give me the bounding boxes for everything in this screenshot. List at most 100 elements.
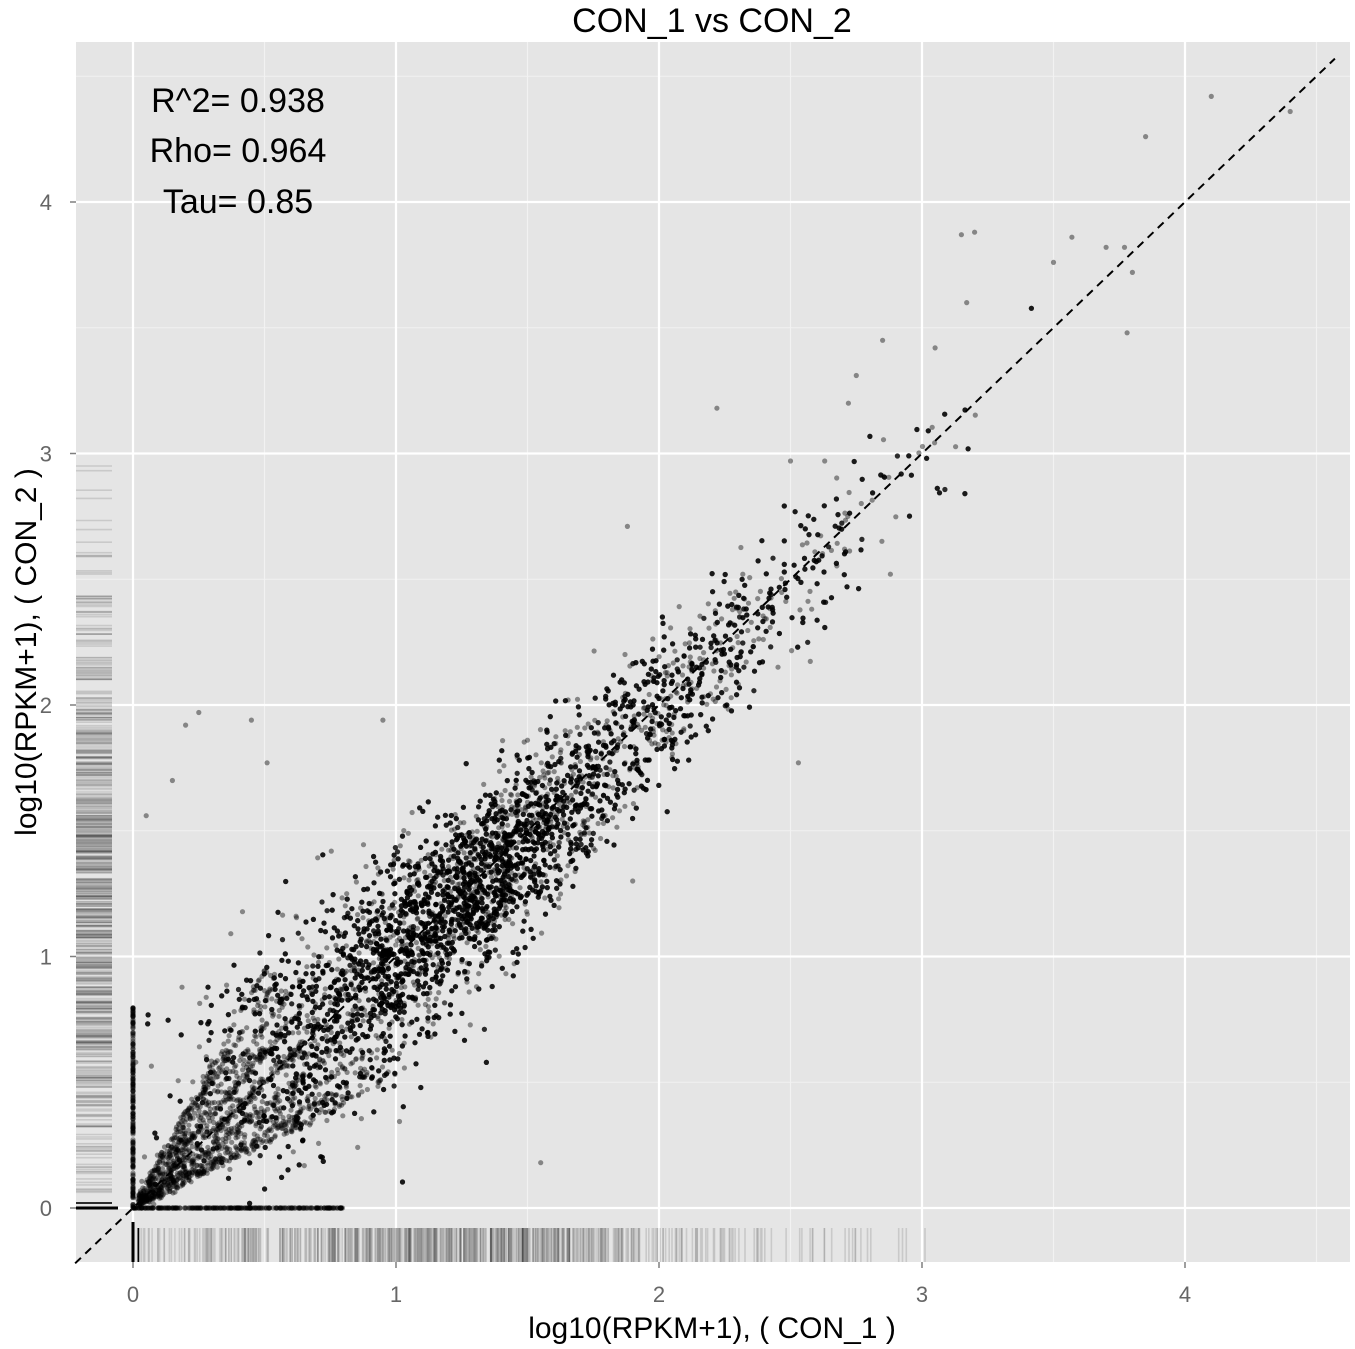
data-point <box>697 655 703 662</box>
data-point <box>537 812 543 818</box>
data-point <box>681 726 687 732</box>
data-point <box>401 875 407 881</box>
data-point <box>425 1004 431 1010</box>
data-point <box>687 654 693 660</box>
data-point <box>203 994 209 1000</box>
data-point <box>893 514 899 520</box>
data-point <box>616 808 623 814</box>
data-point <box>711 668 717 674</box>
data-point <box>357 1083 363 1089</box>
data-point <box>722 669 728 675</box>
data-point <box>807 658 813 665</box>
data-point <box>315 855 321 861</box>
data-point <box>401 1065 407 1071</box>
data-point <box>710 696 716 702</box>
data-point <box>834 475 840 481</box>
data-point <box>548 819 554 825</box>
data-point <box>577 758 584 765</box>
data-point <box>342 1066 348 1072</box>
data-point <box>505 812 511 818</box>
data-point <box>379 891 385 897</box>
data-point <box>473 889 479 895</box>
data-point <box>595 820 601 827</box>
data-point <box>778 576 785 582</box>
data-point <box>493 871 499 878</box>
data-point <box>328 848 334 854</box>
data-point <box>452 885 458 891</box>
data-point <box>551 769 557 775</box>
data-point <box>679 672 686 678</box>
data-point <box>602 812 608 819</box>
data-point <box>252 1054 258 1060</box>
data-point <box>662 670 669 676</box>
y-marginal-rug <box>76 465 118 1210</box>
data-point <box>527 828 533 834</box>
data-point <box>556 840 563 846</box>
data-point <box>505 822 511 828</box>
data-point <box>453 848 459 854</box>
data-point <box>738 544 744 551</box>
data-point <box>501 876 507 882</box>
data-point <box>442 1000 448 1006</box>
data-point <box>712 698 718 705</box>
data-point <box>510 877 516 883</box>
data-point <box>433 929 439 935</box>
data-point <box>719 616 725 622</box>
data-point <box>477 947 483 953</box>
data-point <box>798 579 804 585</box>
data-point <box>445 935 451 942</box>
data-point <box>280 912 286 918</box>
data-point <box>480 906 486 913</box>
data-point <box>728 672 735 678</box>
data-point <box>339 987 345 993</box>
data-point <box>272 1106 278 1112</box>
data-point <box>433 926 439 932</box>
data-point <box>569 767 575 773</box>
data-point <box>259 1054 265 1060</box>
data-point <box>604 718 610 724</box>
data-point <box>413 867 419 874</box>
data-point <box>627 663 633 669</box>
data-point <box>501 859 507 866</box>
data-point <box>651 732 657 738</box>
data-point <box>481 781 487 788</box>
data-point <box>650 636 656 642</box>
data-point <box>227 1166 233 1172</box>
data-point <box>834 540 840 546</box>
data-point <box>293 915 300 921</box>
data-point <box>339 1047 345 1053</box>
data-point <box>522 869 528 876</box>
data-point <box>552 865 558 871</box>
data-point <box>972 412 978 418</box>
data-point <box>231 1009 237 1015</box>
data-point <box>543 824 549 830</box>
data-point <box>450 855 456 862</box>
data-point <box>318 1106 324 1112</box>
data-point <box>376 944 382 950</box>
data-point <box>148 1063 154 1069</box>
data-point <box>299 936 305 942</box>
data-point <box>483 943 489 950</box>
data-point <box>858 500 864 507</box>
data-point <box>289 1129 295 1135</box>
data-point <box>496 878 502 884</box>
data-point <box>622 803 628 809</box>
data-point <box>701 694 707 700</box>
data-point <box>498 845 504 851</box>
data-point <box>650 728 657 735</box>
x-marginal-rug <box>131 1222 926 1262</box>
data-point <box>514 812 520 818</box>
data-point <box>373 1033 379 1039</box>
data-point <box>585 721 591 727</box>
data-point <box>489 834 495 840</box>
data-point <box>307 1122 313 1128</box>
data-point <box>734 633 740 640</box>
data-point <box>335 1014 341 1020</box>
data-point <box>551 824 558 830</box>
data-point <box>614 824 620 830</box>
data-point <box>305 944 311 950</box>
data-point <box>415 915 421 921</box>
data-point <box>531 781 538 787</box>
data-point <box>326 959 332 966</box>
